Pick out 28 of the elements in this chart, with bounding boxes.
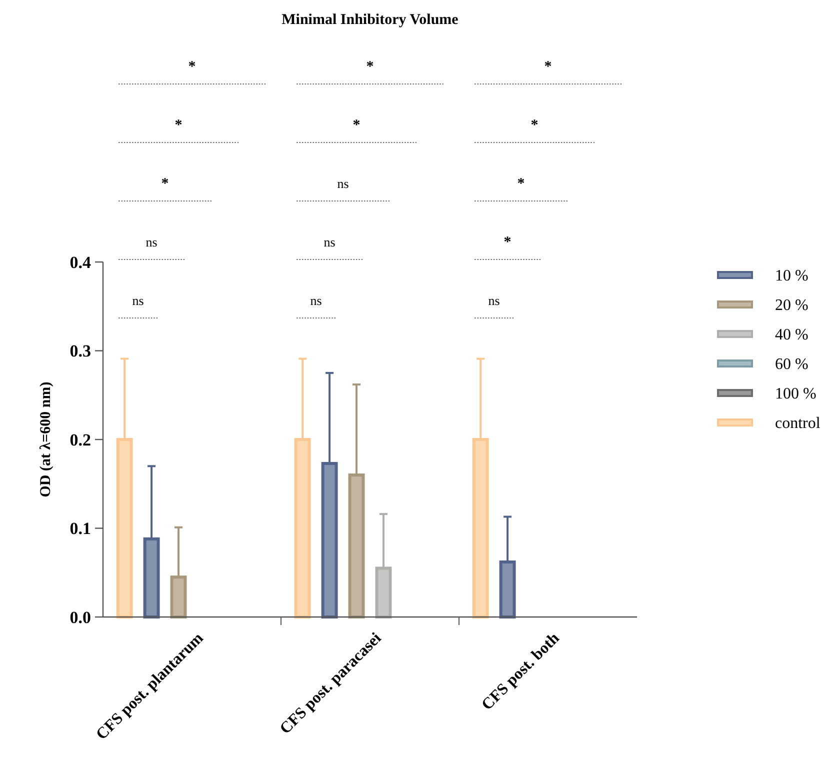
legend-label: 10 % <box>775 268 808 285</box>
annotation: ns <box>488 293 500 308</box>
text: * <box>352 118 360 134</box>
text: ns <box>146 234 158 250</box>
text: * <box>366 59 374 75</box>
y-axis-title: OD (at λ=600 nm) <box>38 382 54 498</box>
text: * <box>504 234 512 250</box>
legend-label: control <box>775 415 821 432</box>
legend-label: 20 % <box>775 297 808 314</box>
text: * <box>161 176 169 192</box>
text: * <box>188 59 196 75</box>
text: * <box>544 59 552 75</box>
legend-label: 100 % <box>775 386 816 403</box>
legend-label: 40 % <box>775 326 808 344</box>
text: * <box>517 176 525 192</box>
text: * <box>174 118 182 134</box>
chart-title: Minimal Inhibitory Volume <box>282 12 459 28</box>
text: ns <box>337 176 349 191</box>
y-tick-label: 0.0 <box>70 608 91 627</box>
legend-label: 60 % <box>775 356 808 374</box>
y-tick-label: 0.3 <box>70 342 91 361</box>
y-tick-label: 0.1 <box>70 519 91 538</box>
y-tick-label: 0.2 <box>70 430 91 450</box>
annotation: ns <box>132 293 144 308</box>
y-tick-label: 0.4 <box>70 252 92 272</box>
annotation: ns <box>310 293 322 308</box>
text: ns <box>324 234 336 250</box>
text: * <box>530 118 538 134</box>
